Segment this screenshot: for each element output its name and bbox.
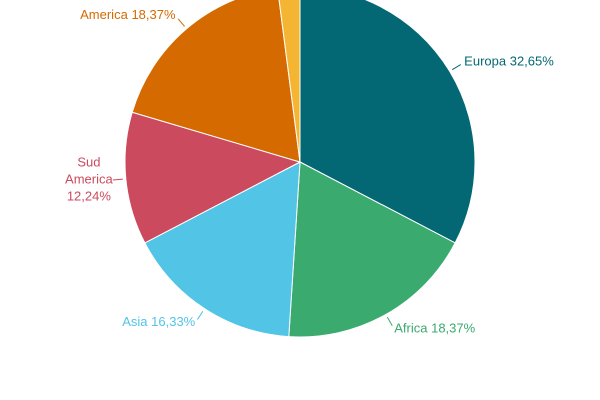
slice-label: Europa 32,65%: [464, 54, 554, 69]
slice-label: Sud America 12,24%: [65, 155, 113, 204]
category-word: America: [65, 172, 113, 187]
value-label: 18,37%: [431, 321, 476, 336]
slice-label: Africa 18,37%: [394, 321, 475, 336]
category-label: America: [80, 7, 128, 22]
value-label: 16,33%: [151, 314, 196, 329]
value-label: 12,24%: [67, 189, 112, 204]
pie-slice: [278, 0, 301, 163]
value-label: 18,37%: [131, 7, 176, 22]
pie-slice: [144, 161, 301, 338]
category-label: Europa: [464, 54, 507, 69]
value-label: 32,65%: [510, 54, 555, 69]
category-label: Asia: [122, 314, 148, 329]
leader-line: [112, 178, 123, 181]
pie-slice: [124, 111, 302, 244]
leader-line: [197, 310, 204, 320]
pie-slice: [299, 0, 476, 244]
category-word: Sud: [77, 155, 100, 170]
pie-slice: [288, 161, 456, 338]
category-label: Sud America: [65, 155, 113, 187]
leader-line: [451, 64, 462, 71]
slice-label: America 18,37%: [80, 7, 176, 22]
leader-line: [386, 316, 393, 327]
pie-slice: [131, 0, 301, 163]
category-label: Africa: [394, 321, 428, 336]
leader-line: [177, 18, 185, 27]
slice-label: Asia 16,33%: [122, 314, 195, 329]
